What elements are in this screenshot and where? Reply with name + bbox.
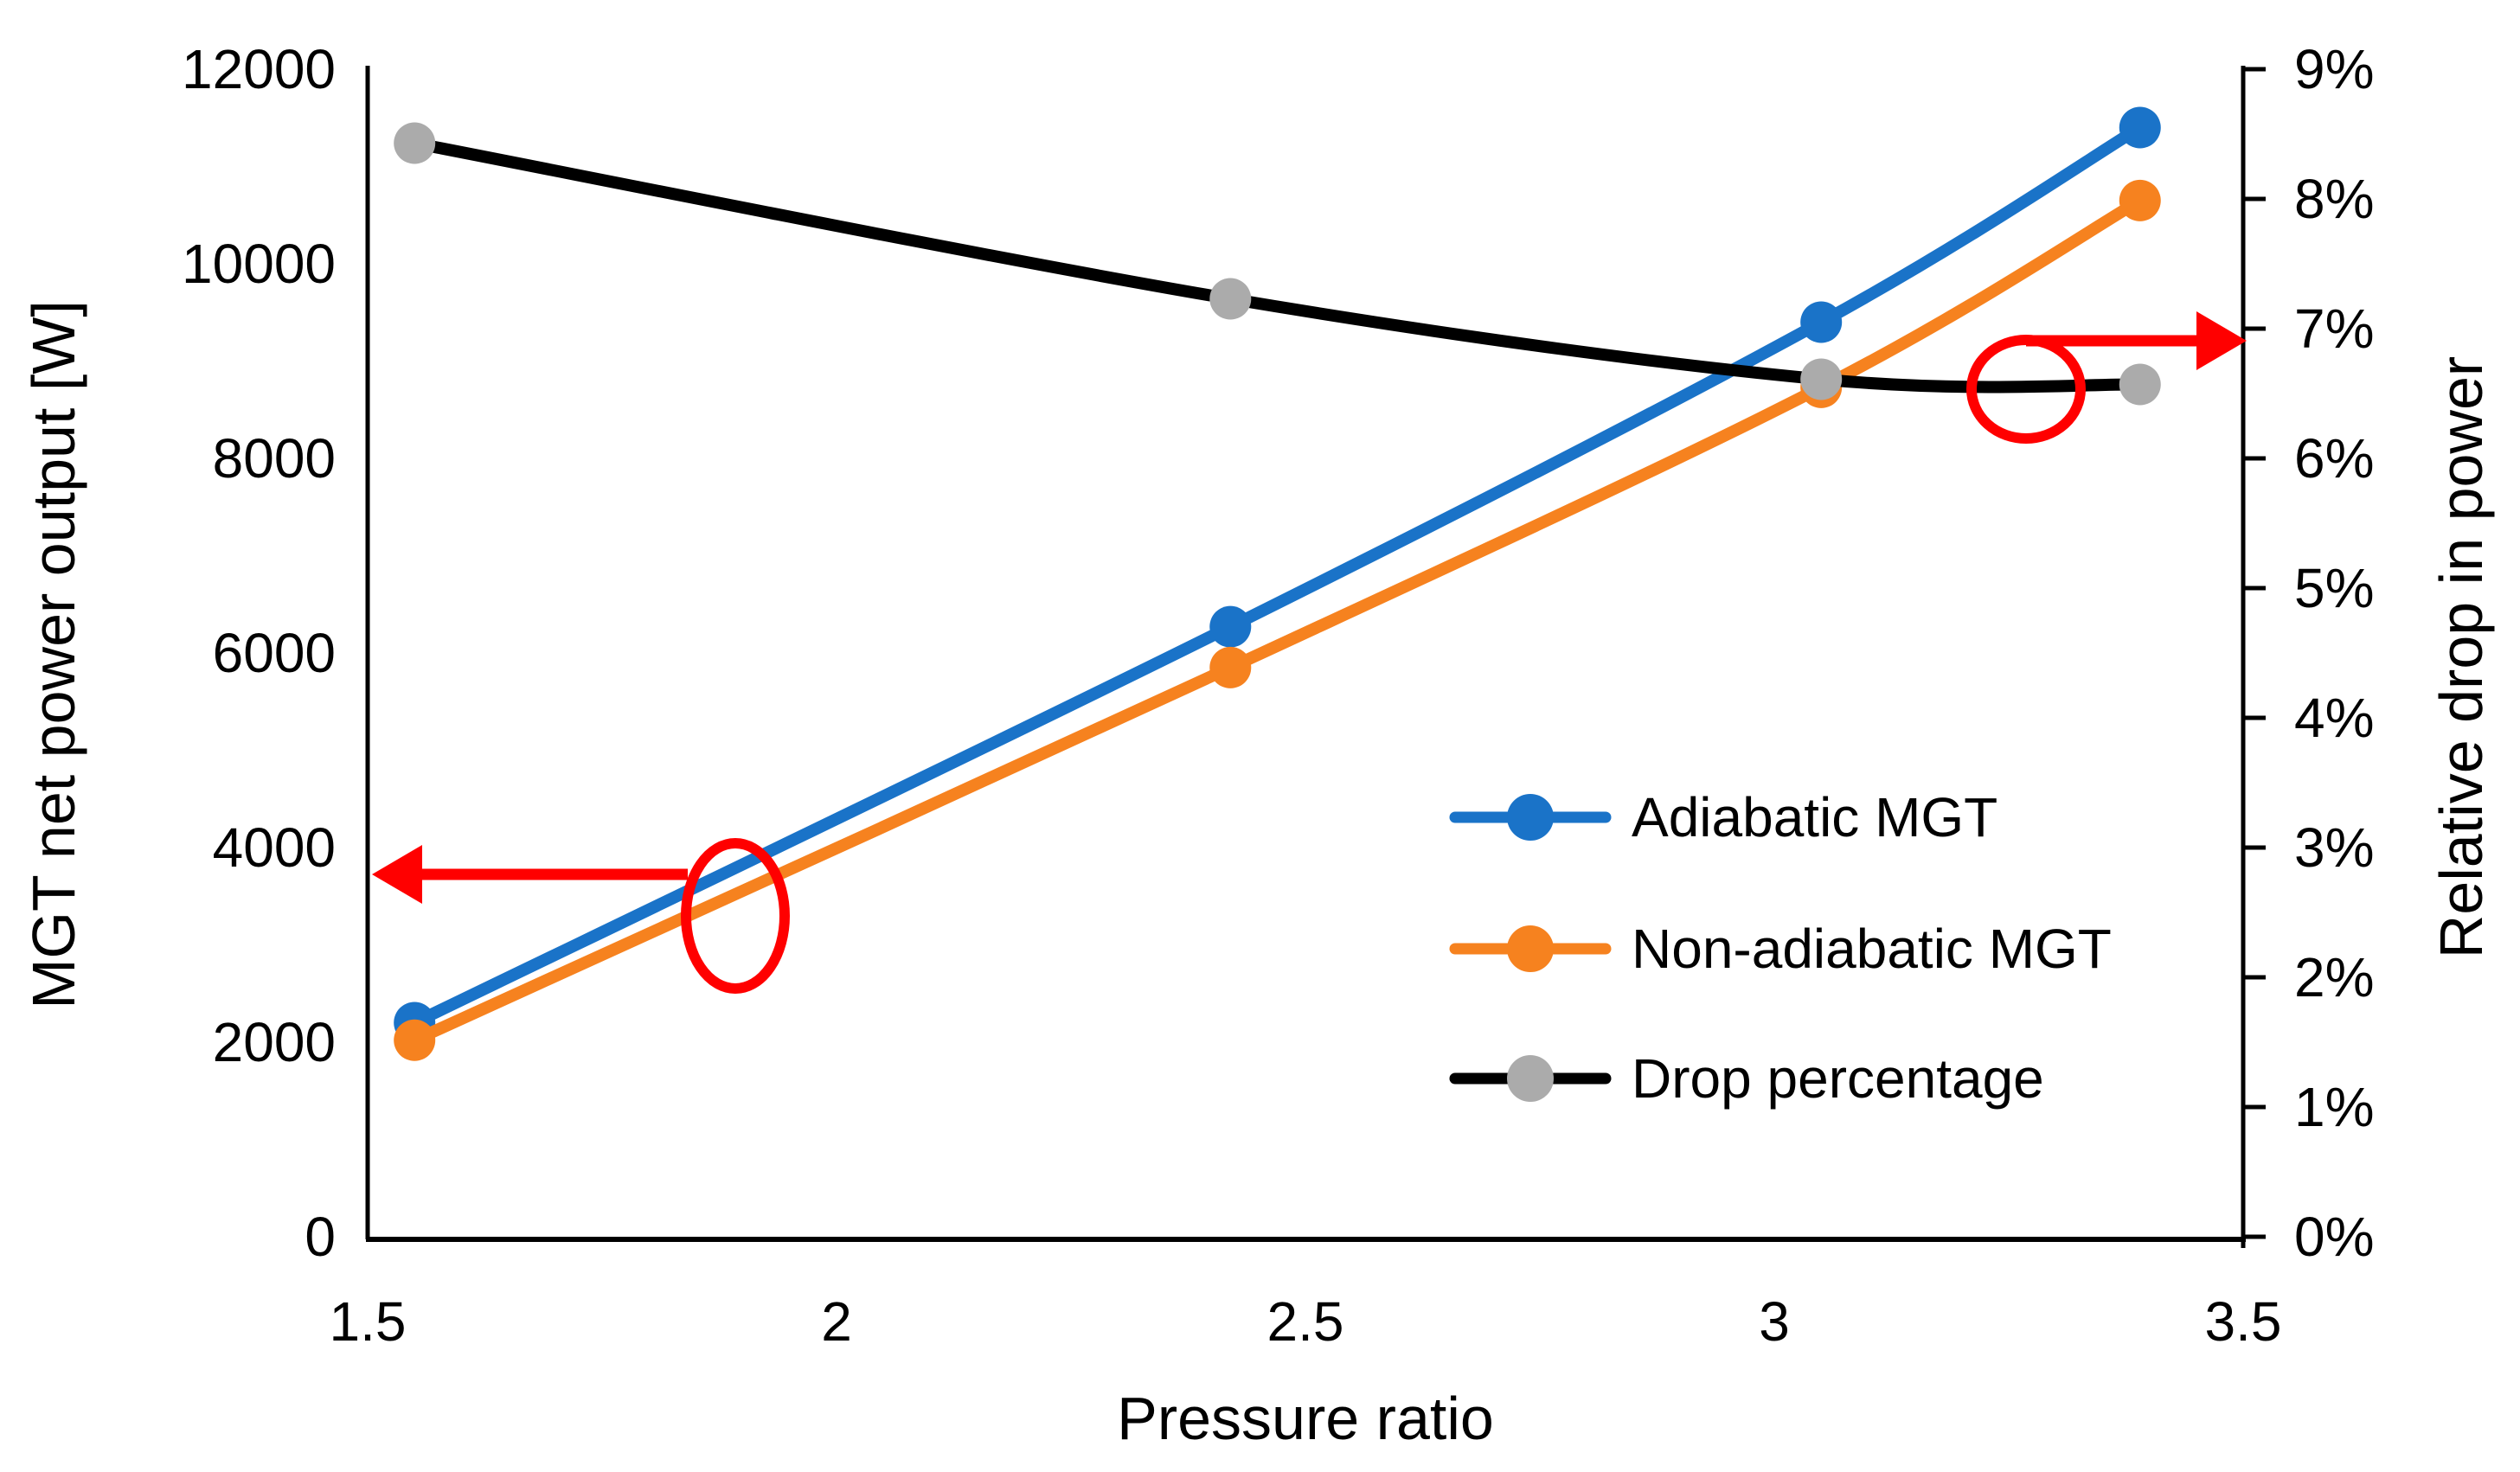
red-annotations [372, 311, 2247, 994]
left-axis-tick-label: 12000 [182, 38, 336, 100]
left-axis-tick-label: 8000 [213, 427, 336, 490]
x-axis-tick-label: 3 [1759, 1290, 1790, 1353]
x-axis-tick-label: 2 [821, 1290, 852, 1353]
series-line-non-adiabatic-mgt [408, 194, 2146, 1046]
legend-item: Non-adiabatic MGT [1449, 918, 2112, 980]
right-axis-title: Relative drop in power [2427, 356, 2495, 958]
left-axis-tick-label: 4000 [213, 816, 336, 879]
power-curves-circle [681, 838, 790, 994]
series-marker-adiabatic-mgt [1209, 605, 1252, 648]
series-marker-adiabatic-mgt [1800, 301, 1843, 343]
series-line-drop-percentage [408, 137, 2146, 394]
series-line-adiabatic-mgt [408, 121, 2146, 1029]
x-axis-tick-label: 3.5 [2205, 1290, 2282, 1353]
right-axis-tick-label: 1% [2294, 1076, 2375, 1138]
right-axis-arrow-head [2196, 311, 2247, 370]
legend-label: Non-adiabatic MGT [1632, 918, 2112, 980]
x-axis-tick-label: 1.5 [330, 1290, 407, 1353]
series-marker-non-adiabatic-mgt [394, 1019, 436, 1061]
legend-item: Adiabatic MGT [1449, 786, 1997, 848]
left-axis-tick-label: 10000 [182, 233, 336, 295]
right-axis-tick-label: 3% [2294, 816, 2375, 879]
legend-item: Drop percentage [1449, 1047, 2044, 1110]
legend-label: Drop percentage [1632, 1047, 2044, 1110]
legend-marker-sample [1507, 1055, 1554, 1102]
legend-label: Adiabatic MGT [1632, 786, 1997, 848]
series-marker-non-adiabatic-mgt [2119, 179, 2161, 221]
series-marker-drop-percentage [1209, 278, 1252, 320]
left-axis-tick-label: 6000 [213, 622, 336, 684]
axis-tick-labels: 12000 10000 8000 6000 4000 2000 0 9% 8% 7% 6% 5% 4% 3… [182, 38, 2374, 1353]
series-marker-non-adiabatic-mgt [1209, 646, 1252, 688]
left-axis-tick-label: 2000 [213, 1011, 336, 1073]
chart-legend: Adiabatic MGT Non-adiabatic MGT Drop perce… [1449, 786, 2112, 1110]
axis-titles: Pressure ratio MGT net power output [W] Re… [20, 300, 2495, 1452]
legend-marker-sample [1507, 925, 1554, 972]
right-axis-tick-label: 9% [2294, 38, 2375, 100]
x-axis-title: Pressure ratio [1117, 1385, 1494, 1452]
series-marker-drop-percentage [394, 122, 436, 164]
right-axis-tick-label: 2% [2294, 946, 2375, 1008]
series-marker-drop-percentage [1800, 358, 1843, 400]
left-axis-tick-label: 0 [305, 1206, 336, 1268]
axes [365, 66, 2266, 1248]
right-axis-tick-label: 0% [2294, 1206, 2375, 1268]
series-marker-drop-percentage [2119, 363, 2161, 406]
right-axis-tick-label: 7% [2294, 298, 2375, 360]
series-marker-adiabatic-mgt [2119, 106, 2161, 149]
right-axis-tick-label: 4% [2294, 687, 2375, 749]
right-axis-tick-label: 6% [2294, 427, 2375, 490]
data-series [394, 106, 2161, 1061]
legend-marker-sample [1507, 794, 1554, 841]
left-axis-title: MGT net power output [W] [20, 300, 87, 1009]
right-axis-tick-label: 5% [2294, 557, 2375, 619]
left-axis-arrow-head [372, 845, 422, 904]
right-axis-tick-label: 8% [2294, 168, 2375, 230]
x-axis-tick-label: 2.5 [1267, 1290, 1344, 1353]
